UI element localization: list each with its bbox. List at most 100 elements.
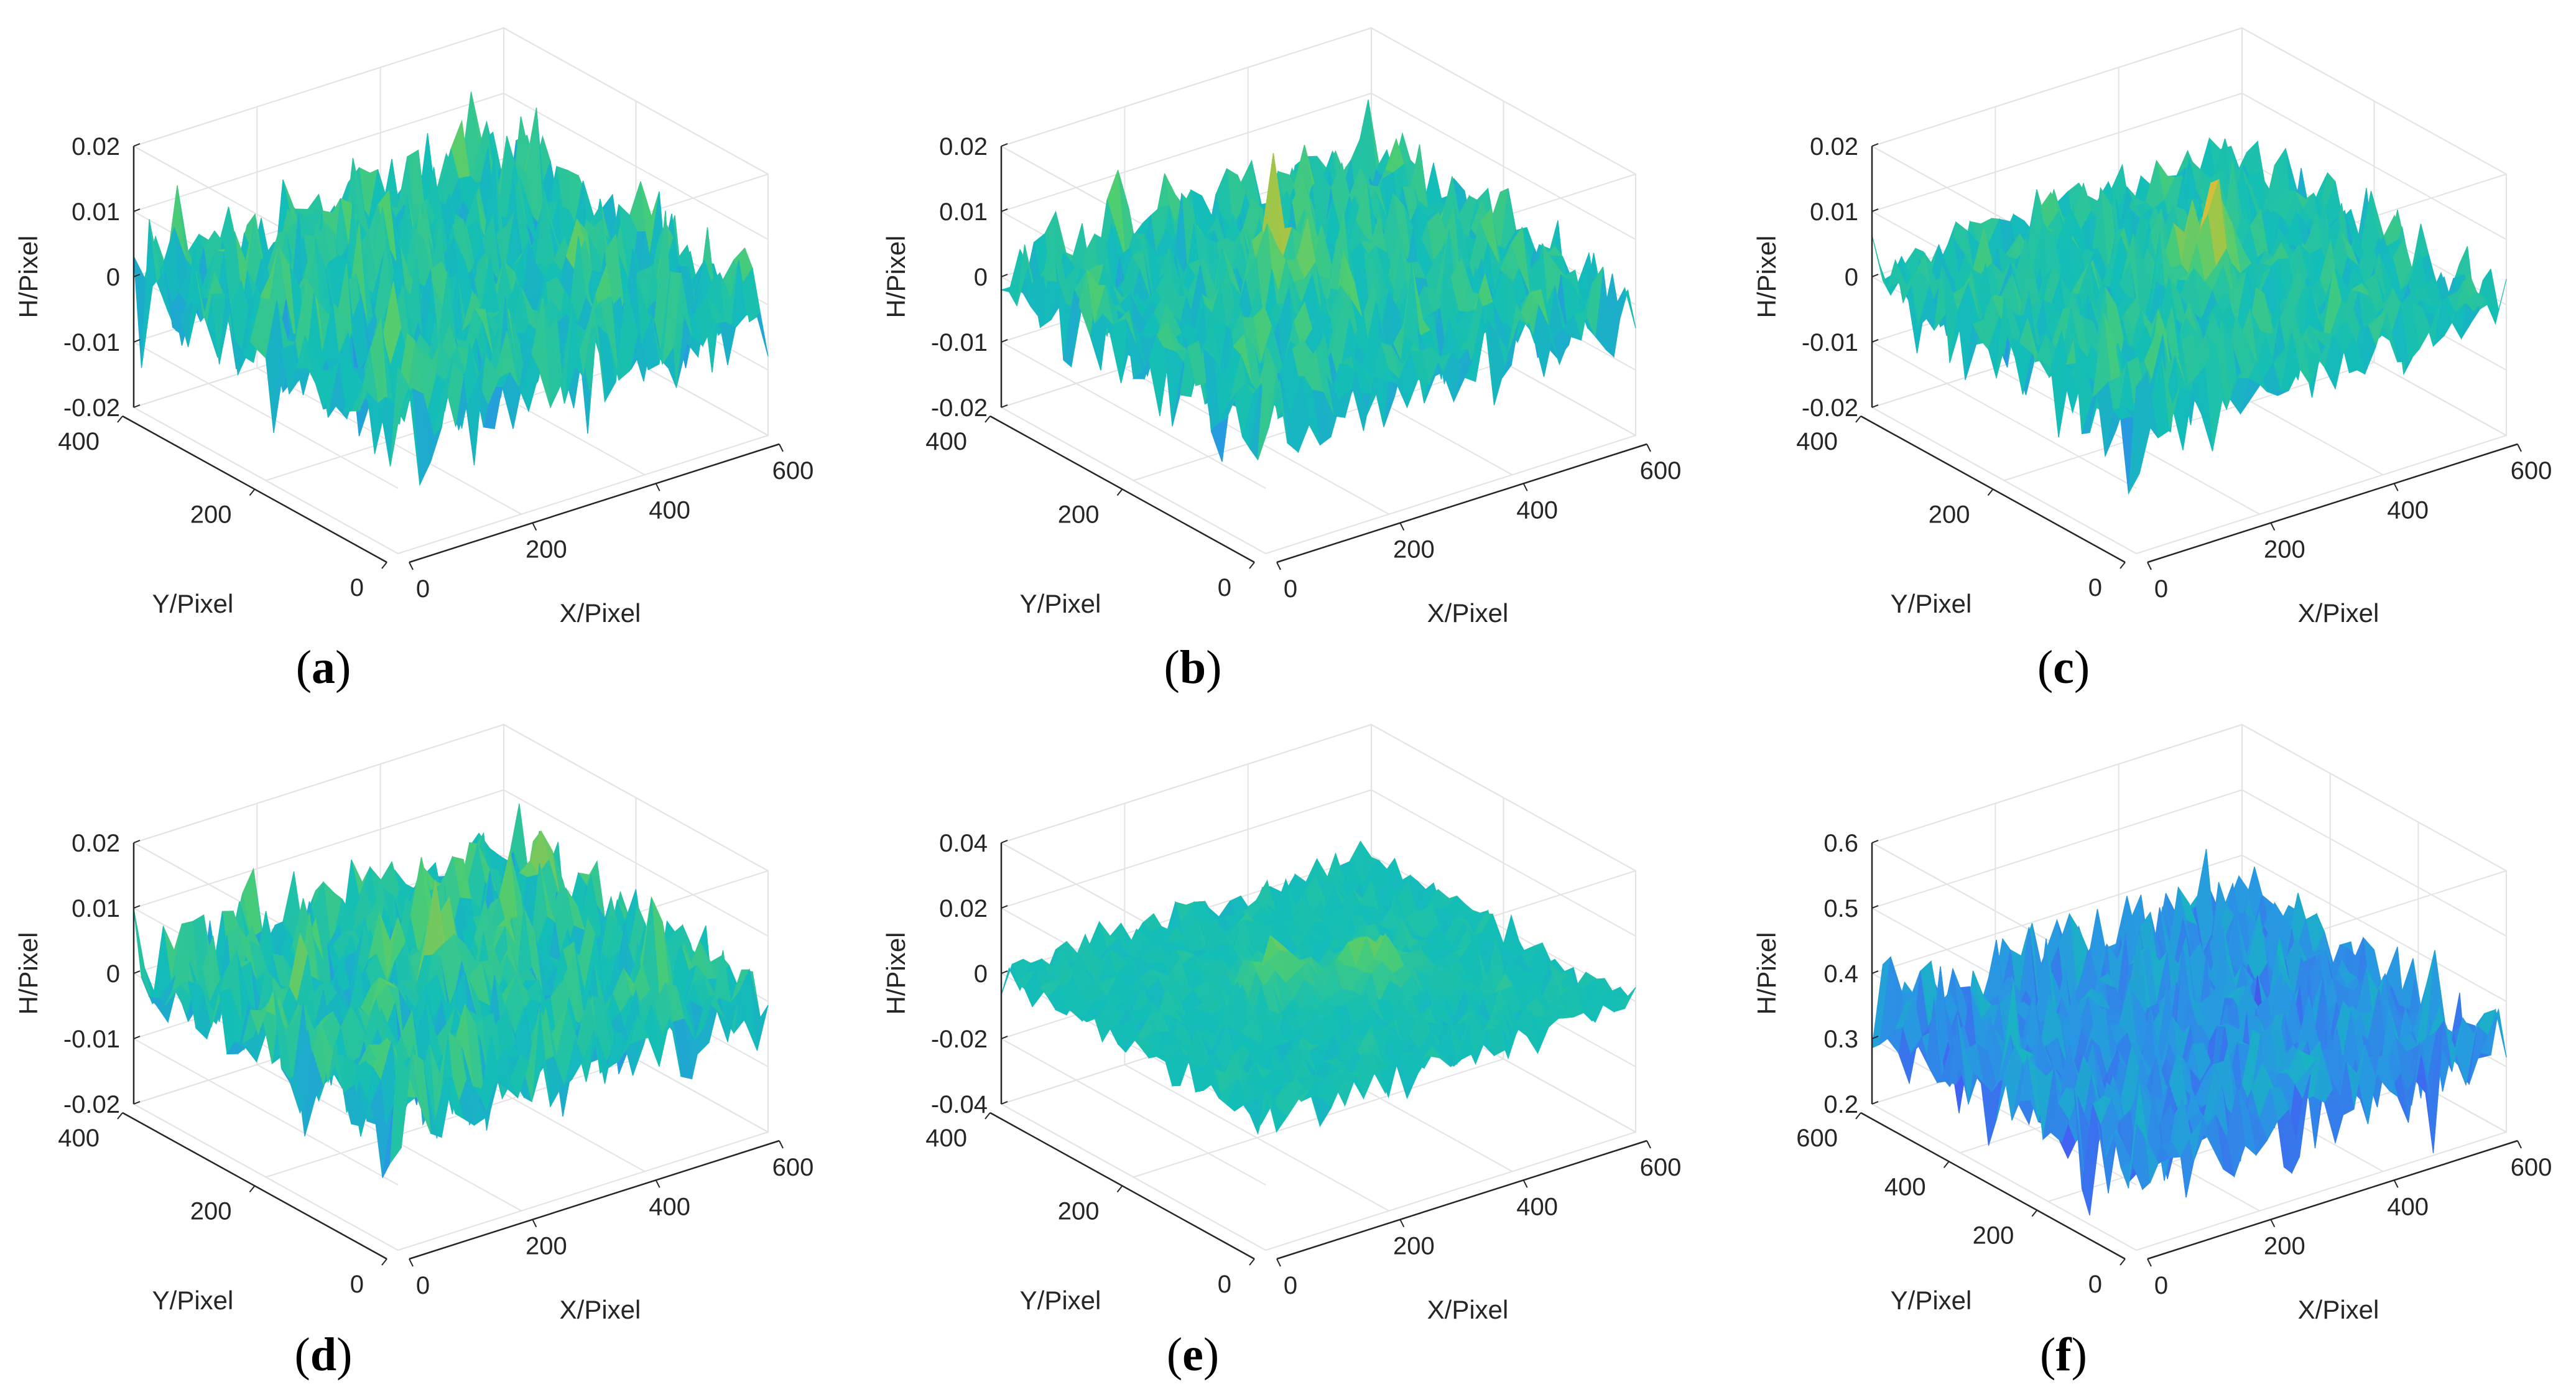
x-tick-label: 400 — [1516, 1193, 1558, 1220]
z-tick-label: 0.02 — [72, 830, 120, 857]
z-tick-label: 0 — [974, 960, 988, 988]
z-tick-label: 0.3 — [1823, 1026, 1858, 1053]
z-tick-label: -0.01 — [1802, 329, 1858, 356]
x-tick-label: 600 — [1640, 1154, 1682, 1181]
y-axis-label: Y/Pixel — [152, 589, 234, 618]
panel-a: 0 200 400 600 0 200 400 -0.02 -0.01 0 0.01 0.02 X/Pi… — [0, 0, 858, 634]
z-tick-label: 0 — [106, 960, 120, 988]
z-tick-label: 0.4 — [1823, 960, 1858, 988]
y-tick-label: 0 — [2088, 574, 2102, 601]
caption-f: (f) — [2040, 1329, 2087, 1381]
x-tick-label: 0 — [1284, 575, 1297, 603]
panel-b: 0 200 400 600 0 200 400 -0.02 -0.01 0 0.01 0.02 X/Pi… — [868, 0, 1726, 634]
axes-f: 0 200 400 600 0 200 400 600 0.2 0.3 0.4 0.5 0.6 X/Pix… — [1752, 830, 2552, 1324]
x-tick-label: 0 — [416, 1272, 430, 1299]
y-axis-label: Y/Pixel — [1891, 1286, 1972, 1315]
y-tick-label: 200 — [1973, 1222, 2014, 1250]
x-tick-label: 200 — [1393, 536, 1435, 564]
z-tick-label: 0.01 — [939, 198, 988, 226]
y-tick-label: 200 — [1058, 501, 1100, 529]
x-tick-label: 0 — [1284, 1272, 1297, 1299]
z-tick-label: -0.04 — [931, 1091, 988, 1118]
x-tick-label: 200 — [1393, 1233, 1435, 1260]
y-tick-label: 200 — [190, 1198, 232, 1225]
z-axis-label: H/Pixel — [1752, 932, 1781, 1014]
y-tick-label: 0 — [2088, 1271, 2102, 1298]
caption-e: (e) — [1166, 1329, 1220, 1381]
caption-letter: b — [1179, 641, 1207, 694]
caption-letter: c — [2053, 641, 2074, 694]
caption-letter: d — [310, 1329, 337, 1381]
y-tick-label: 0 — [350, 1271, 364, 1298]
x-tick-label: 200 — [2264, 536, 2305, 564]
panel-e: 0 200 400 600 0 200 400 -0.04 -0.02 0 0.02 0.04 X/Pi… — [868, 697, 1726, 1331]
x-axis-label: X/Pixel — [1427, 598, 1509, 628]
surface-mesh-d — [133, 804, 769, 1178]
z-tick-label: -0.02 — [931, 394, 988, 422]
x-tick-label: 400 — [2387, 1193, 2429, 1220]
z-tick-label: 0 — [1845, 264, 1858, 291]
z-tick-label: 0.02 — [939, 133, 988, 160]
x-tick-label: 600 — [2511, 457, 2552, 485]
z-tick-label: -0.02 — [1802, 394, 1858, 422]
x-tick-label: 600 — [1640, 457, 1682, 485]
x-tick-label: 400 — [1516, 496, 1558, 524]
y-tick-label: 200 — [1929, 501, 1970, 529]
surface-plot-d: 0 200 400 600 0 200 400 -0.02 -0.01 0 0.01 0.02 X/Pi… — [14, 723, 813, 1324]
x-tick-label: 200 — [526, 536, 567, 564]
z-tick-label: -0.01 — [63, 1026, 120, 1053]
surface-mesh-a — [133, 91, 769, 486]
z-tick-label: 0 — [974, 264, 988, 291]
surface-mesh-b — [999, 100, 1636, 462]
z-axis-label: H/Pixel — [881, 235, 910, 318]
y-axis-label: Y/Pixel — [152, 1286, 234, 1315]
z-tick-label: -0.02 — [63, 1091, 120, 1118]
z-tick-label: 0.01 — [1810, 198, 1858, 226]
x-tick-label: 400 — [2387, 496, 2429, 524]
z-axis-label: H/Pixel — [881, 932, 910, 1014]
panel-d: 0 200 400 600 0 200 400 -0.02 -0.01 0 0.01 0.02 X/Pi… — [0, 697, 858, 1331]
x-tick-label: 400 — [649, 496, 690, 524]
caption-letter: a — [312, 641, 335, 694]
z-tick-label: -0.02 — [63, 394, 120, 422]
x-tick-label: 200 — [2264, 1233, 2305, 1260]
x-tick-label: 200 — [526, 1233, 567, 1260]
surface-mesh-c — [1871, 137, 2507, 495]
x-tick-label: 0 — [2154, 575, 2168, 603]
y-tick-label: 200 — [190, 501, 232, 529]
z-tick-label: 0.02 — [1810, 133, 1858, 160]
surface-plot-a: 0 200 400 600 0 200 400 -0.02 -0.01 0 0.01 0.02 X/Pi… — [14, 27, 814, 628]
y-tick-label: 0 — [350, 574, 364, 601]
y-tick-label: 600 — [1796, 1125, 1838, 1152]
z-tick-label: 0.5 — [1823, 895, 1858, 922]
surface-plot-c: 0 200 400 600 0 200 400 -0.02 -0.01 0 0.01 0.02 X/Pi… — [1752, 27, 2552, 628]
x-tick-label: 600 — [772, 1154, 814, 1181]
x-tick-label: 600 — [2511, 1154, 2552, 1181]
z-tick-label: 0.04 — [939, 830, 988, 857]
x-tick-label: 600 — [772, 457, 814, 485]
caption-c: (c) — [2037, 641, 2090, 694]
caption-letter: f — [2055, 1329, 2072, 1381]
z-tick-label: 0.2 — [1823, 1091, 1858, 1118]
y-tick-label: 200 — [1058, 1198, 1100, 1225]
z-tick-label: -0.02 — [931, 1026, 988, 1053]
x-axis-label: X/Pixel — [560, 1295, 641, 1324]
x-axis-label: X/Pixel — [2298, 1295, 2379, 1324]
y-tick-label: 0 — [1218, 1271, 1231, 1298]
y-axis-label: Y/Pixel — [1020, 1286, 1101, 1315]
z-tick-label: 0.6 — [1823, 830, 1858, 857]
z-tick-label: 0.02 — [939, 895, 988, 922]
z-tick-label: -0.01 — [63, 329, 120, 356]
surface-mesh-f — [1871, 848, 2507, 1215]
z-axis-label: H/Pixel — [14, 932, 43, 1014]
axes-d: 0 200 400 600 0 200 400 -0.02 -0.01 0 0.01 0.02 X/Pi… — [14, 830, 813, 1324]
caption-d: (d) — [294, 1329, 353, 1381]
axes-c: 0 200 400 600 0 200 400 -0.02 -0.01 0 0.01 0.02 X/Pi… — [1752, 133, 2552, 628]
y-tick-label: 400 — [925, 1125, 967, 1152]
y-tick-label: 400 — [1796, 428, 1838, 455]
z-axis-label: H/Pixel — [1752, 235, 1781, 318]
y-tick-label: 400 — [58, 1125, 100, 1152]
x-tick-label: 0 — [2154, 1272, 2168, 1299]
caption-letter: e — [1182, 1329, 1203, 1381]
